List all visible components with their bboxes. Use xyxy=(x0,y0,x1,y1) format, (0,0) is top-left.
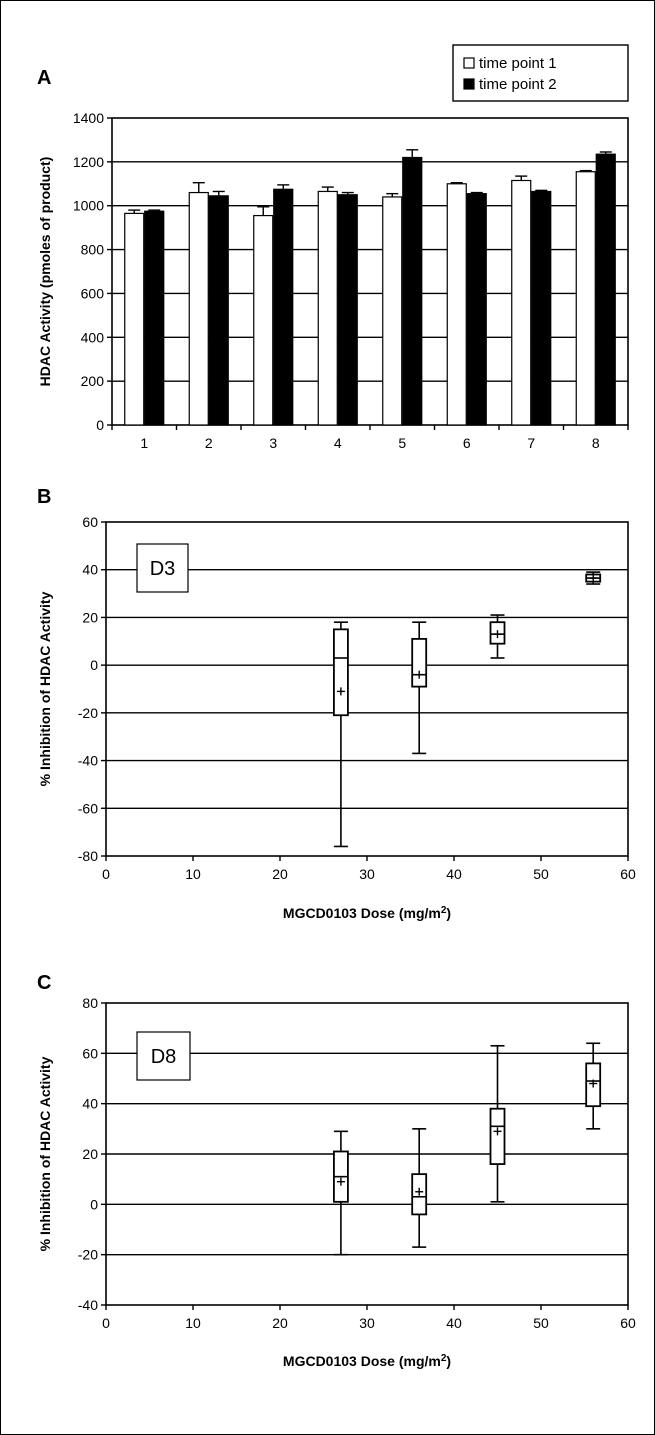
x-tick-label: 7 xyxy=(527,435,535,451)
x-axis-title-superscript: 2 xyxy=(441,1353,447,1364)
y-tick-label: 1400 xyxy=(73,110,104,126)
y-tick-label: 600 xyxy=(81,285,105,301)
box-plot-c xyxy=(489,1044,506,1203)
x-tick-label: 0 xyxy=(102,1315,110,1331)
plot-area-c xyxy=(105,1002,629,1306)
y-axis-title-a: HDAC Activity (pmoles of product) xyxy=(37,157,53,387)
bar-time-point-2 xyxy=(595,153,616,426)
legend-label: time point 1 xyxy=(479,55,557,72)
bar-time-point-1 xyxy=(253,214,274,426)
day-label-c: D8 xyxy=(151,1046,177,1068)
x-axis-title-c: MGCD0103 Dose (mg/m2) xyxy=(283,1353,451,1370)
bar-time-point-1 xyxy=(511,179,532,426)
bar-time-point-2 xyxy=(273,188,294,426)
bar-time-point-2 xyxy=(466,193,487,426)
day-label-b: D3 xyxy=(150,558,176,580)
y-axis-title-b: % Inhibition of HDAC Activity xyxy=(37,591,53,786)
panel-label-a: A xyxy=(37,67,51,89)
y-tick-label: -80 xyxy=(78,848,98,864)
bar-time-point-2 xyxy=(208,195,229,426)
box-iqr xyxy=(489,1107,506,1165)
plot-area-b xyxy=(105,521,629,857)
x-axis-title-b: MGCD0103 Dose (mg/m2) xyxy=(283,905,451,922)
x-tick-label: 10 xyxy=(185,1315,201,1331)
x-tick-label: 30 xyxy=(359,866,375,882)
x-tick-label: 0 xyxy=(102,866,110,882)
legend-label: time point 2 xyxy=(479,76,557,93)
box-plot-b xyxy=(489,614,506,659)
y-tick-label: 0 xyxy=(96,417,104,433)
x-tick-label: 3 xyxy=(269,435,277,451)
x-tick-label: 4 xyxy=(334,435,342,451)
x-tick-label: 2 xyxy=(205,435,213,451)
x-tick-label: 40 xyxy=(446,866,462,882)
x-tick-label: 8 xyxy=(592,435,600,451)
bar-time-point-1 xyxy=(382,196,403,426)
bar-time-point-2 xyxy=(337,194,358,426)
y-tick-label: 1200 xyxy=(73,154,104,170)
box-plot-b xyxy=(585,571,602,585)
y-tick-label: -20 xyxy=(78,705,98,721)
y-tick-label: -40 xyxy=(78,753,98,769)
legend-swatch xyxy=(463,57,475,69)
x-tick-label: 1 xyxy=(140,435,148,451)
box-plot-c xyxy=(585,1042,602,1130)
bar-time-point-2 xyxy=(402,156,423,426)
y-tick-label: -20 xyxy=(78,1247,98,1263)
box-plot-c xyxy=(411,1128,428,1248)
y-tick-label: 20 xyxy=(82,1146,98,1162)
x-tick-label: 50 xyxy=(533,1315,549,1331)
y-tick-label: 20 xyxy=(82,609,98,625)
legend-box xyxy=(452,44,629,102)
bar-time-point-1 xyxy=(446,183,467,426)
panel-label-b: B xyxy=(37,486,51,508)
x-axis-title-end: ) xyxy=(446,905,451,921)
y-tick-label: 60 xyxy=(82,514,98,530)
y-tick-label: 800 xyxy=(81,242,105,258)
y-tick-label: 40 xyxy=(82,562,98,578)
y-tick-label: -40 xyxy=(78,1297,98,1313)
y-tick-label: 400 xyxy=(81,329,105,345)
box-plot-b xyxy=(332,621,349,848)
panel-label-c: C xyxy=(37,972,51,994)
y-axis-title-c: % Inhibition of HDAC Activity xyxy=(37,1056,53,1251)
legend-a: time point 1 time point 2 xyxy=(452,44,629,102)
x-tick-label: 50 xyxy=(533,866,549,882)
y-tick-label: 1000 xyxy=(73,198,104,214)
box-plot-b xyxy=(411,621,428,755)
y-tick-label: 60 xyxy=(82,1045,98,1061)
box-iqr xyxy=(411,638,428,688)
bar-time-point-2 xyxy=(144,210,165,426)
y-tick-label: 200 xyxy=(81,373,105,389)
bar-time-point-1 xyxy=(317,190,338,426)
day-label-box-c xyxy=(136,1031,191,1081)
x-tick-label: 20 xyxy=(272,866,288,882)
x-tick-label: 5 xyxy=(398,435,406,451)
x-tick-label: 60 xyxy=(620,866,636,882)
legend-swatch xyxy=(463,78,475,90)
x-tick-label: 30 xyxy=(359,1315,375,1331)
x-tick-label: 20 xyxy=(272,1315,288,1331)
y-tick-label: 40 xyxy=(82,1096,98,1112)
x-tick-label: 10 xyxy=(185,866,201,882)
y-tick-label: -60 xyxy=(78,800,98,816)
y-tick-label: 0 xyxy=(90,657,98,673)
box-iqr xyxy=(332,628,349,717)
x-axis-title-end: ) xyxy=(446,1353,451,1369)
box-plot-c xyxy=(332,1130,349,1256)
x-tick-label: 6 xyxy=(463,435,471,451)
bar-time-point-1 xyxy=(575,171,596,426)
x-tick-label: 40 xyxy=(446,1315,462,1331)
bar-time-point-2 xyxy=(531,190,552,426)
bar-time-point-1 xyxy=(124,212,145,426)
y-tick-label: 0 xyxy=(90,1196,98,1212)
x-axis-title-superscript: 2 xyxy=(441,905,447,916)
x-tick-label: 60 xyxy=(620,1315,636,1331)
y-tick-label: 80 xyxy=(82,995,98,1011)
bar-time-point-1 xyxy=(188,191,209,426)
day-label-box-b xyxy=(136,543,189,593)
